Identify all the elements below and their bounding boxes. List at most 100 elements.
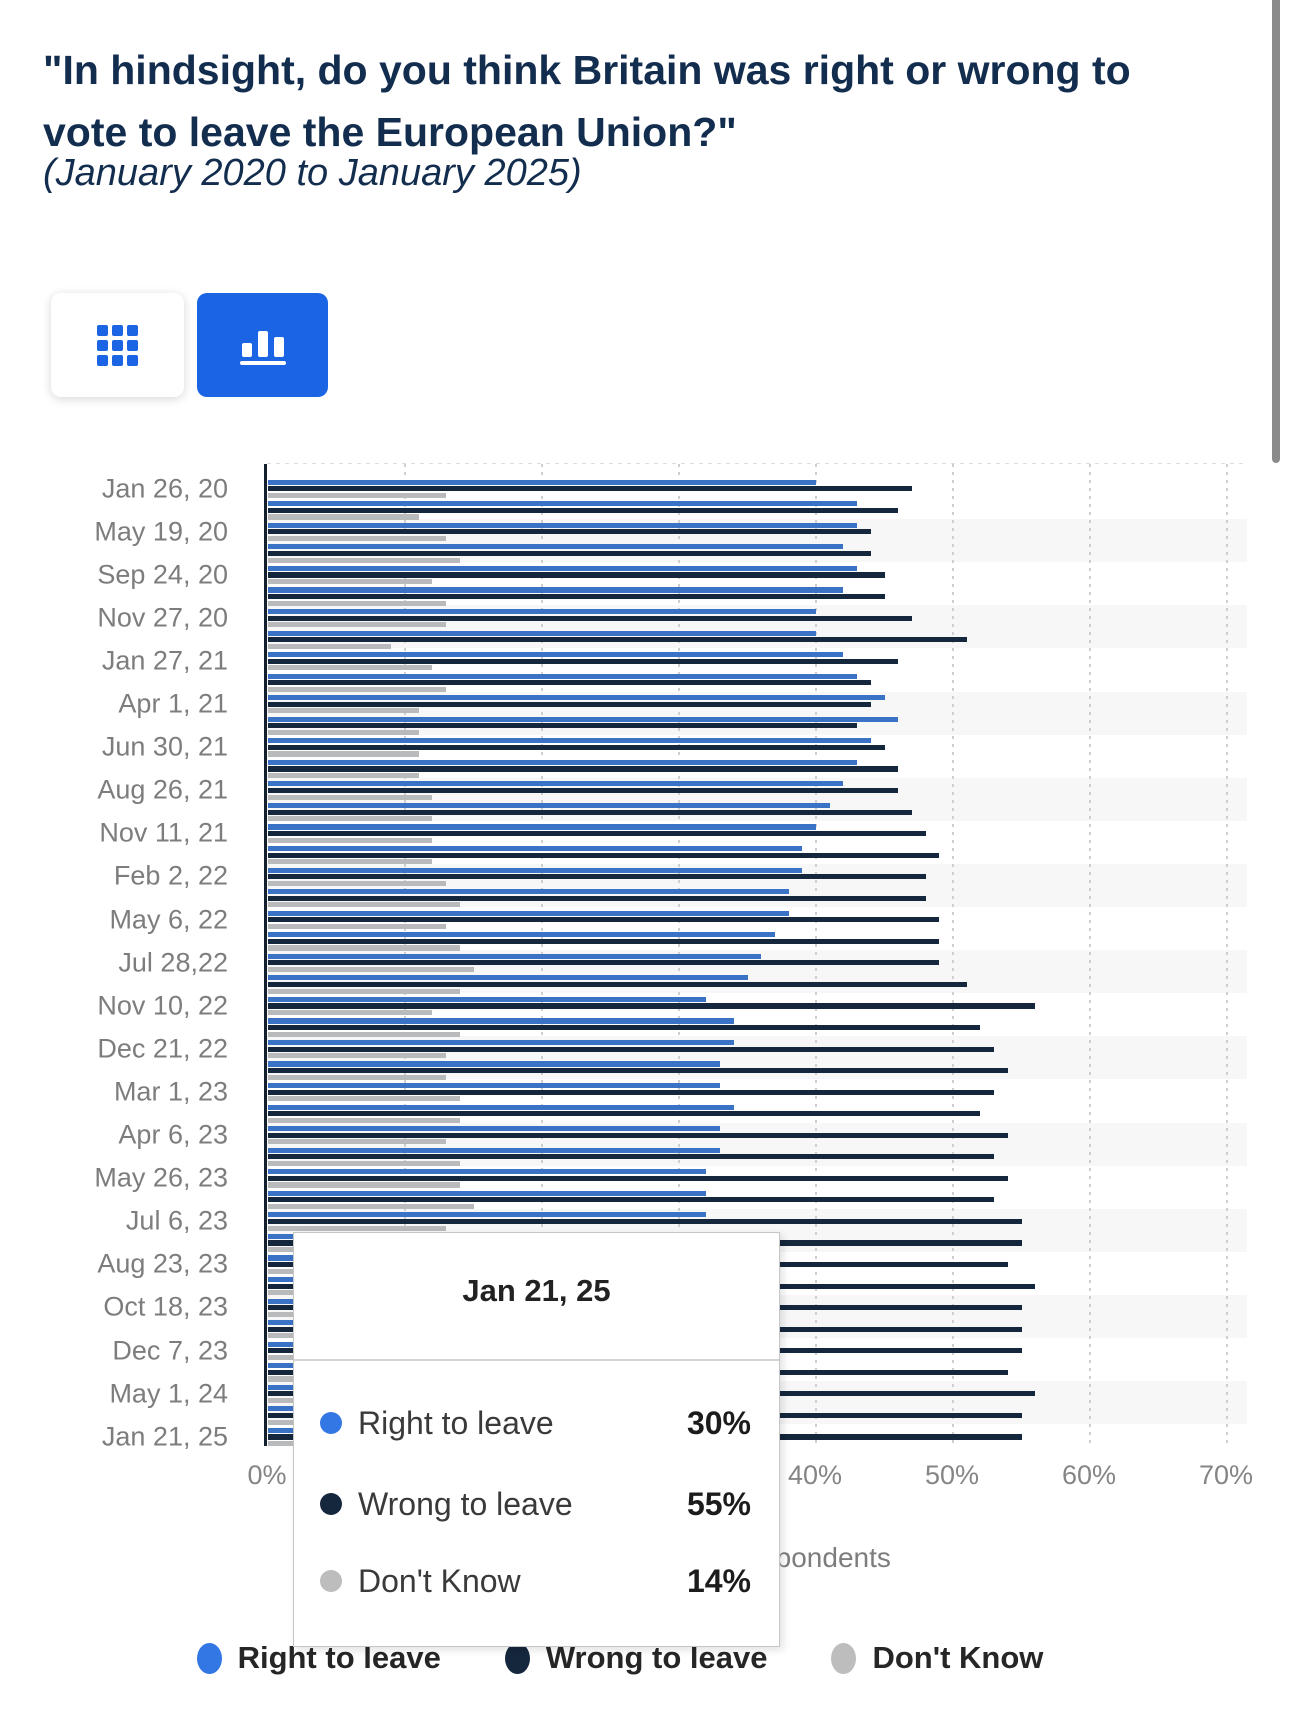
bar-don-t-know[interactable] <box>268 729 419 736</box>
bar-don-t-know[interactable] <box>268 751 419 757</box>
bar-right-to-leave[interactable] <box>268 673 858 679</box>
bar-wrong-to-leave[interactable] <box>268 486 912 492</box>
bar-wrong-to-leave[interactable] <box>268 1218 1022 1225</box>
bar-wrong-to-leave[interactable] <box>268 831 926 837</box>
bar-don-t-know[interactable] <box>268 1139 447 1145</box>
bar-right-to-leave[interactable] <box>268 802 830 809</box>
bar-don-t-know[interactable] <box>268 1074 447 1080</box>
bar-right-to-leave[interactable] <box>268 975 748 981</box>
bar-right-to-leave[interactable] <box>268 1212 707 1218</box>
bar-wrong-to-leave[interactable] <box>268 874 926 880</box>
bar-wrong-to-leave[interactable] <box>268 701 871 707</box>
bar-don-t-know[interactable] <box>268 902 460 908</box>
bar-wrong-to-leave[interactable] <box>268 744 885 750</box>
bar-don-t-know[interactable] <box>268 600 447 606</box>
bar-right-to-leave[interactable] <box>268 1061 721 1067</box>
bar-right-to-leave[interactable] <box>268 932 775 938</box>
bar-wrong-to-leave[interactable] <box>268 680 871 686</box>
bar-right-to-leave[interactable] <box>268 953 762 959</box>
bar-wrong-to-leave[interactable] <box>268 787 899 794</box>
bar-right-to-leave[interactable] <box>268 846 803 852</box>
bar-right-to-leave[interactable] <box>268 1018 734 1024</box>
table-view-button[interactable] <box>51 293 184 397</box>
bar-wrong-to-leave[interactable] <box>268 1111 981 1117</box>
bar-wrong-to-leave[interactable] <box>268 507 899 513</box>
bar-don-t-know[interactable] <box>268 1031 460 1037</box>
bar-don-t-know[interactable] <box>268 492 447 498</box>
chart-view-button[interactable] <box>197 293 328 397</box>
bar-don-t-know[interactable] <box>268 1010 433 1016</box>
bar-right-to-leave[interactable] <box>268 652 844 658</box>
bar-right-to-leave[interactable] <box>268 1083 721 1089</box>
bar-wrong-to-leave[interactable] <box>268 1046 995 1052</box>
bar-wrong-to-leave[interactable] <box>268 594 885 600</box>
bar-don-t-know[interactable] <box>268 1096 460 1102</box>
bar-right-to-leave[interactable] <box>268 565 858 571</box>
bar-right-to-leave[interactable] <box>268 587 844 593</box>
bar-wrong-to-leave[interactable] <box>268 766 899 772</box>
bar-right-to-leave[interactable] <box>268 867 803 873</box>
bar-wrong-to-leave[interactable] <box>268 1197 995 1203</box>
bar-don-t-know[interactable] <box>268 1204 474 1210</box>
bar-wrong-to-leave[interactable] <box>268 637 967 643</box>
bar-right-to-leave[interactable] <box>268 1147 721 1153</box>
bar-don-t-know[interactable] <box>268 535 447 542</box>
bar-right-to-leave[interactable] <box>268 522 858 528</box>
bar-don-t-know[interactable] <box>268 622 447 628</box>
bar-don-t-know[interactable] <box>268 816 433 822</box>
bar-right-to-leave[interactable] <box>268 1169 707 1175</box>
bar-right-to-leave[interactable] <box>268 738 871 744</box>
bar-wrong-to-leave[interactable] <box>268 1175 1008 1181</box>
bar-wrong-to-leave[interactable] <box>268 917 940 923</box>
bar-right-to-leave[interactable] <box>268 1104 734 1110</box>
bar-right-to-leave[interactable] <box>268 479 816 485</box>
bar-wrong-to-leave[interactable] <box>268 615 912 621</box>
bar-right-to-leave[interactable] <box>268 824 816 830</box>
bar-don-t-know[interactable] <box>268 708 419 714</box>
bar-wrong-to-leave[interactable] <box>268 960 940 966</box>
bar-wrong-to-leave[interactable] <box>268 1132 1008 1138</box>
bar-right-to-leave[interactable] <box>268 1190 707 1196</box>
bar-don-t-know[interactable] <box>268 837 433 843</box>
bar-don-t-know[interactable] <box>268 643 392 649</box>
bar-don-t-know[interactable] <box>268 923 447 929</box>
bar-wrong-to-leave[interactable] <box>268 658 899 664</box>
bar-wrong-to-leave[interactable] <box>268 938 940 944</box>
bar-don-t-know[interactable] <box>268 514 419 520</box>
bar-wrong-to-leave[interactable] <box>268 1068 1008 1074</box>
bar-right-to-leave[interactable] <box>268 695 885 701</box>
bar-right-to-leave[interactable] <box>268 910 789 916</box>
bar-wrong-to-leave[interactable] <box>268 723 858 729</box>
bar-don-t-know[interactable] <box>268 579 433 585</box>
bar-don-t-know[interactable] <box>268 557 460 563</box>
bar-don-t-know[interactable] <box>268 1182 460 1188</box>
bar-right-to-leave[interactable] <box>268 630 816 636</box>
bar-wrong-to-leave[interactable] <box>268 1003 1036 1009</box>
bar-don-t-know[interactable] <box>268 665 433 671</box>
bar-right-to-leave[interactable] <box>268 716 899 722</box>
bar-don-t-know[interactable] <box>268 945 460 951</box>
bar-wrong-to-leave[interactable] <box>268 852 940 858</box>
bar-don-t-know[interactable] <box>268 966 474 973</box>
bar-wrong-to-leave[interactable] <box>268 809 912 815</box>
bar-don-t-know[interactable] <box>268 686 447 692</box>
bar-right-to-leave[interactable] <box>268 889 789 895</box>
bar-right-to-leave[interactable] <box>268 1126 721 1132</box>
bar-right-to-leave[interactable] <box>268 608 816 615</box>
bar-wrong-to-leave[interactable] <box>268 572 885 578</box>
bar-right-to-leave[interactable] <box>268 996 707 1002</box>
bar-right-to-leave[interactable] <box>268 501 858 507</box>
bar-don-t-know[interactable] <box>268 880 447 886</box>
bar-wrong-to-leave[interactable] <box>268 550 871 557</box>
bar-wrong-to-leave[interactable] <box>268 529 871 535</box>
bar-right-to-leave[interactable] <box>268 544 844 550</box>
bar-don-t-know[interactable] <box>268 1117 460 1123</box>
bar-wrong-to-leave[interactable] <box>268 1154 995 1160</box>
bar-don-t-know[interactable] <box>268 773 419 779</box>
bar-right-to-leave[interactable] <box>268 1039 734 1046</box>
bar-wrong-to-leave[interactable] <box>268 981 967 988</box>
bar-don-t-know[interactable] <box>268 1225 447 1231</box>
bar-right-to-leave[interactable] <box>268 781 844 787</box>
bar-don-t-know[interactable] <box>268 1053 447 1059</box>
bar-don-t-know[interactable] <box>268 988 460 994</box>
